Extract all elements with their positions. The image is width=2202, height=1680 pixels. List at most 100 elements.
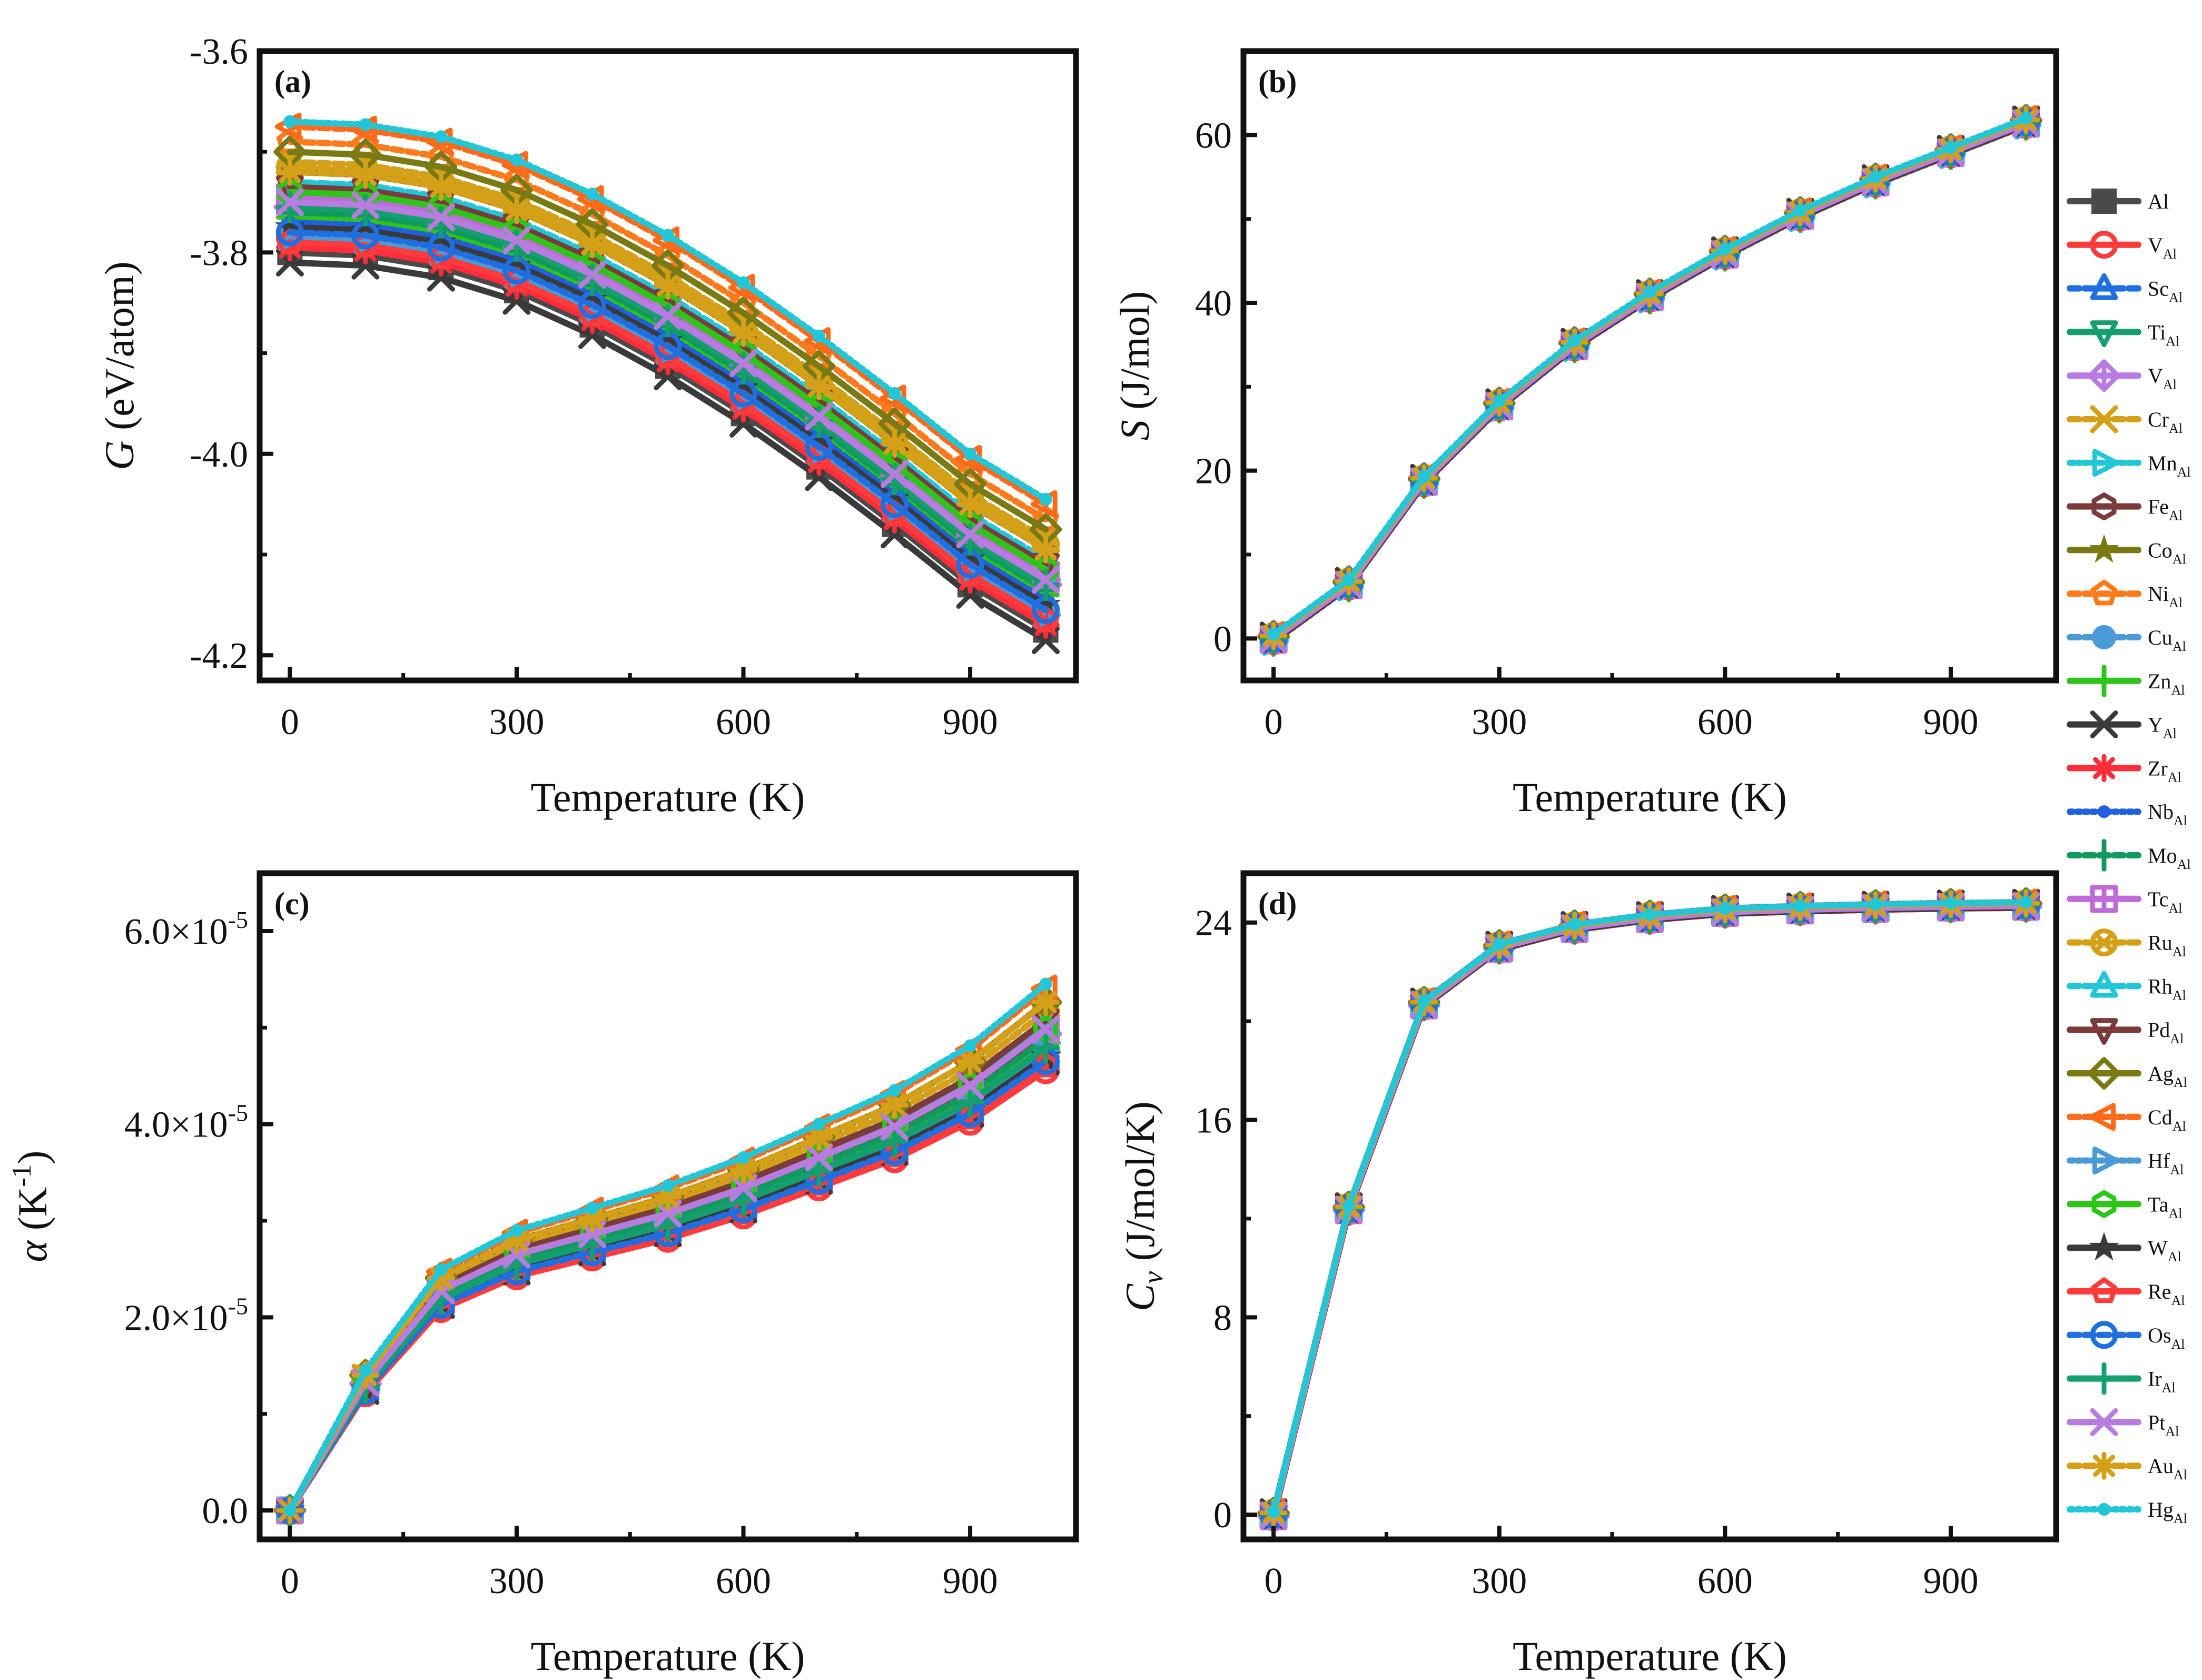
data-point-29-7 [805,372,833,401]
data-point-13-9 [956,566,984,594]
legend-marker [2090,1408,2118,1436]
data-point-29-10 [1032,988,1060,1016]
data-point-30-9 [963,447,977,460]
data-point-13-10 [1032,611,1060,639]
x-tick-label: 600 [716,702,771,743]
data-point-30-10 [1039,977,1052,991]
y-tick-label: 0 [1213,619,1232,659]
x-tick-label: 300 [489,702,544,743]
legend-marker [2090,1451,2118,1480]
y-tick-label: 16 [1195,1101,1232,1141]
x-tick-label: 300 [1472,702,1527,743]
series-line-os-26 [287,229,1049,614]
legend-item: IrAl [2067,1362,2176,1396]
legend: AlVAlScAlTiAlVAlCrAlMnAlFeAlCoAlNiAlCuAl… [2067,189,2191,1526]
series-line-ni-9 [287,139,1049,523]
data-point-30-0 [1267,628,1280,641]
data-point-28-1 [351,191,380,220]
y-axis-title: S (J/mol) [1112,291,1158,441]
data-point-29-8 [881,1091,909,1119]
legend-subscript: Al [2171,683,2185,698]
data-point-29-6 [729,1155,758,1184]
y-axis-title: Cv (J/mol/K) [1117,1101,1169,1311]
series-line-ag-20 [287,149,1049,533]
data-point-30-9 [963,1039,977,1052]
legend-element: Ru [2148,931,2173,955]
data-point-30-8 [1869,170,1882,184]
legend-item: CrAl [2067,405,2183,436]
legend-marker [2090,1362,2118,1395]
x-tick-label: 0 [1265,702,1283,743]
data-point-28-9 [956,1072,984,1100]
legend-label: NbAl [2148,800,2187,828]
legend-marker [2092,625,2116,649]
legend-item: Al [2067,189,2169,214]
y-tick-label: 20 [1195,451,1232,492]
plot-frame [1240,870,2059,1543]
legend-element: Co [2148,538,2173,562]
y-tick-times: ×10 [170,912,228,952]
legend-label: TaAl [2148,1192,2182,1221]
legend-label: AgAl [2148,1062,2187,1090]
panel-label: (a) [274,64,311,99]
legend-element: Nb [2148,800,2174,824]
y-tick-mantissa: 0.0 [202,1491,249,1531]
legend-label: CuAl [2148,626,2186,654]
data-point-13-8 [881,505,909,533]
legend-marker [2090,579,2118,606]
data-point-30-5 [1643,908,1656,921]
y-tick-exponent: -5 [228,906,248,933]
legend-element: Hf [2148,1149,2170,1173]
legend-subscript: Al [2174,813,2187,828]
legend-marker [2090,1321,2118,1349]
x-axis-title: Temperature (K) [531,1633,805,1679]
legend-label: ReAl [2148,1280,2185,1308]
legend-marker [2090,320,2118,348]
data-point-28-5 [654,302,682,330]
legend-item: FeAl [2067,492,2183,523]
data-point-30-7 [1794,900,1807,913]
y-tick-label: 6.0×10-5 [124,906,248,952]
legend-label: CrAl [2148,408,2183,436]
series-line-hf-22 [287,234,1049,618]
y-tick-label: 60 [1195,115,1232,156]
x-tick-label: 300 [1472,1561,1527,1602]
x-axis-title: Temperature (K) [1513,774,1787,820]
legend-item: VAl [2067,231,2177,262]
data-point-30-7 [812,329,826,343]
legend-marker [2090,664,2118,697]
data-point-30-4 [1568,334,1581,347]
legend-label: MoAl [2148,844,2191,872]
y-axis-title: G (eV/atom) [96,261,142,470]
y-axis-title: α (K-1) [7,1150,55,1262]
data-point-30-7 [1794,204,1807,217]
data-point-29-3 [502,1226,531,1254]
legend-marker [2089,1103,2116,1131]
data-point-30-6 [737,1151,750,1164]
data-point-28-10 [1032,566,1060,594]
legend-label: ScAl [2148,277,2183,305]
data-point-30-1 [1342,573,1356,586]
data-point-30-10 [2019,112,2032,125]
data-point-29-5 [654,1183,682,1211]
legend-label: ZrAl [2148,756,2181,785]
data-point-30-2 [1417,470,1430,483]
legend-marker [2090,971,2118,998]
y-tick-mantissa: 6.0 [124,912,171,952]
y-axis-superscript: -1 [7,1164,37,1187]
x-tick-label: 900 [1923,702,1978,743]
legend-marker [2091,1190,2117,1218]
legend-item: ReAl [2067,1277,2185,1308]
legend-subscript: Al [2169,290,2183,305]
legend-item: MnAl [2067,449,2191,480]
legend-marker [2090,839,2118,872]
legend-subscript: Al [2168,1205,2182,1221]
legend-subscript: Al [2174,1075,2187,1090]
y-tick-label: -3.6 [190,32,248,72]
data-point-28-8 [881,1112,909,1141]
data-point-30-5 [661,229,675,242]
legend-item: ScAl [2067,273,2183,305]
legend-marker [2097,1503,2111,1516]
legend-label: Al [2148,190,2169,213]
data-point-30-9 [1944,896,1958,910]
